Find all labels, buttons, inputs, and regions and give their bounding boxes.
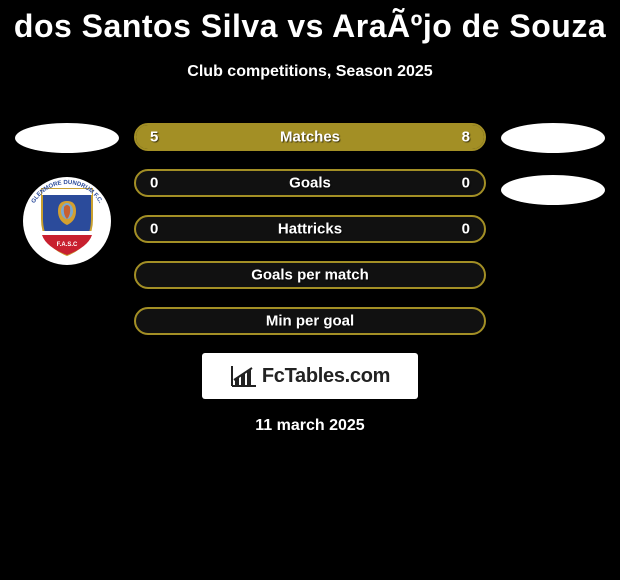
player-photo-placeholder-left: [15, 123, 119, 153]
stat-label: Min per goal: [136, 313, 484, 330]
player-photo-placeholder-right-2: [501, 175, 605, 205]
comparison-subtitle: Club competitions, Season 2025: [0, 63, 620, 81]
stat-label: Hattricks: [136, 221, 484, 238]
stats-column: 58Matches 00Goals 00Hattricks Goals per mat…: [126, 123, 494, 335]
comparison-title: dos Santos Silva vs AraÃºjo de Souza: [0, 0, 620, 45]
stat-bar-hattricks: 00Hattricks: [134, 215, 486, 243]
right-player-col: [494, 123, 612, 205]
stat-label: Matches: [136, 129, 484, 146]
left-player-col: F.A.S.C GLENMORE DUNDRUM F.C.: [8, 123, 126, 265]
svg-text:GLENMORE DUNDRUM F.C.: GLENMORE DUNDRUM F.C.: [31, 180, 103, 205]
player-photo-placeholder-right-1: [501, 123, 605, 153]
stat-bar-goals: 00Goals: [134, 169, 486, 197]
stat-bar-matches: 58Matches: [134, 123, 486, 151]
stat-label: Goals per match: [136, 267, 484, 284]
badge-ring-text-icon: GLENMORE DUNDRUM F.C.: [16, 177, 118, 265]
brand-name: FcTables.com: [262, 365, 390, 388]
stat-bar-goals-per-match: Goals per match: [134, 261, 486, 289]
stat-label: Goals: [136, 175, 484, 192]
comparison-body: F.A.S.C GLENMORE DUNDRUM F.C. 58Matches 0…: [0, 123, 620, 335]
snapshot-date: 11 march 2025: [0, 417, 620, 435]
stat-bar-min-per-goal: Min per goal: [134, 307, 486, 335]
club-badge-left: F.A.S.C GLENMORE DUNDRUM F.C.: [16, 177, 118, 265]
bar-chart-icon: [230, 364, 258, 388]
brand-attribution[interactable]: FcTables.com: [202, 353, 418, 399]
